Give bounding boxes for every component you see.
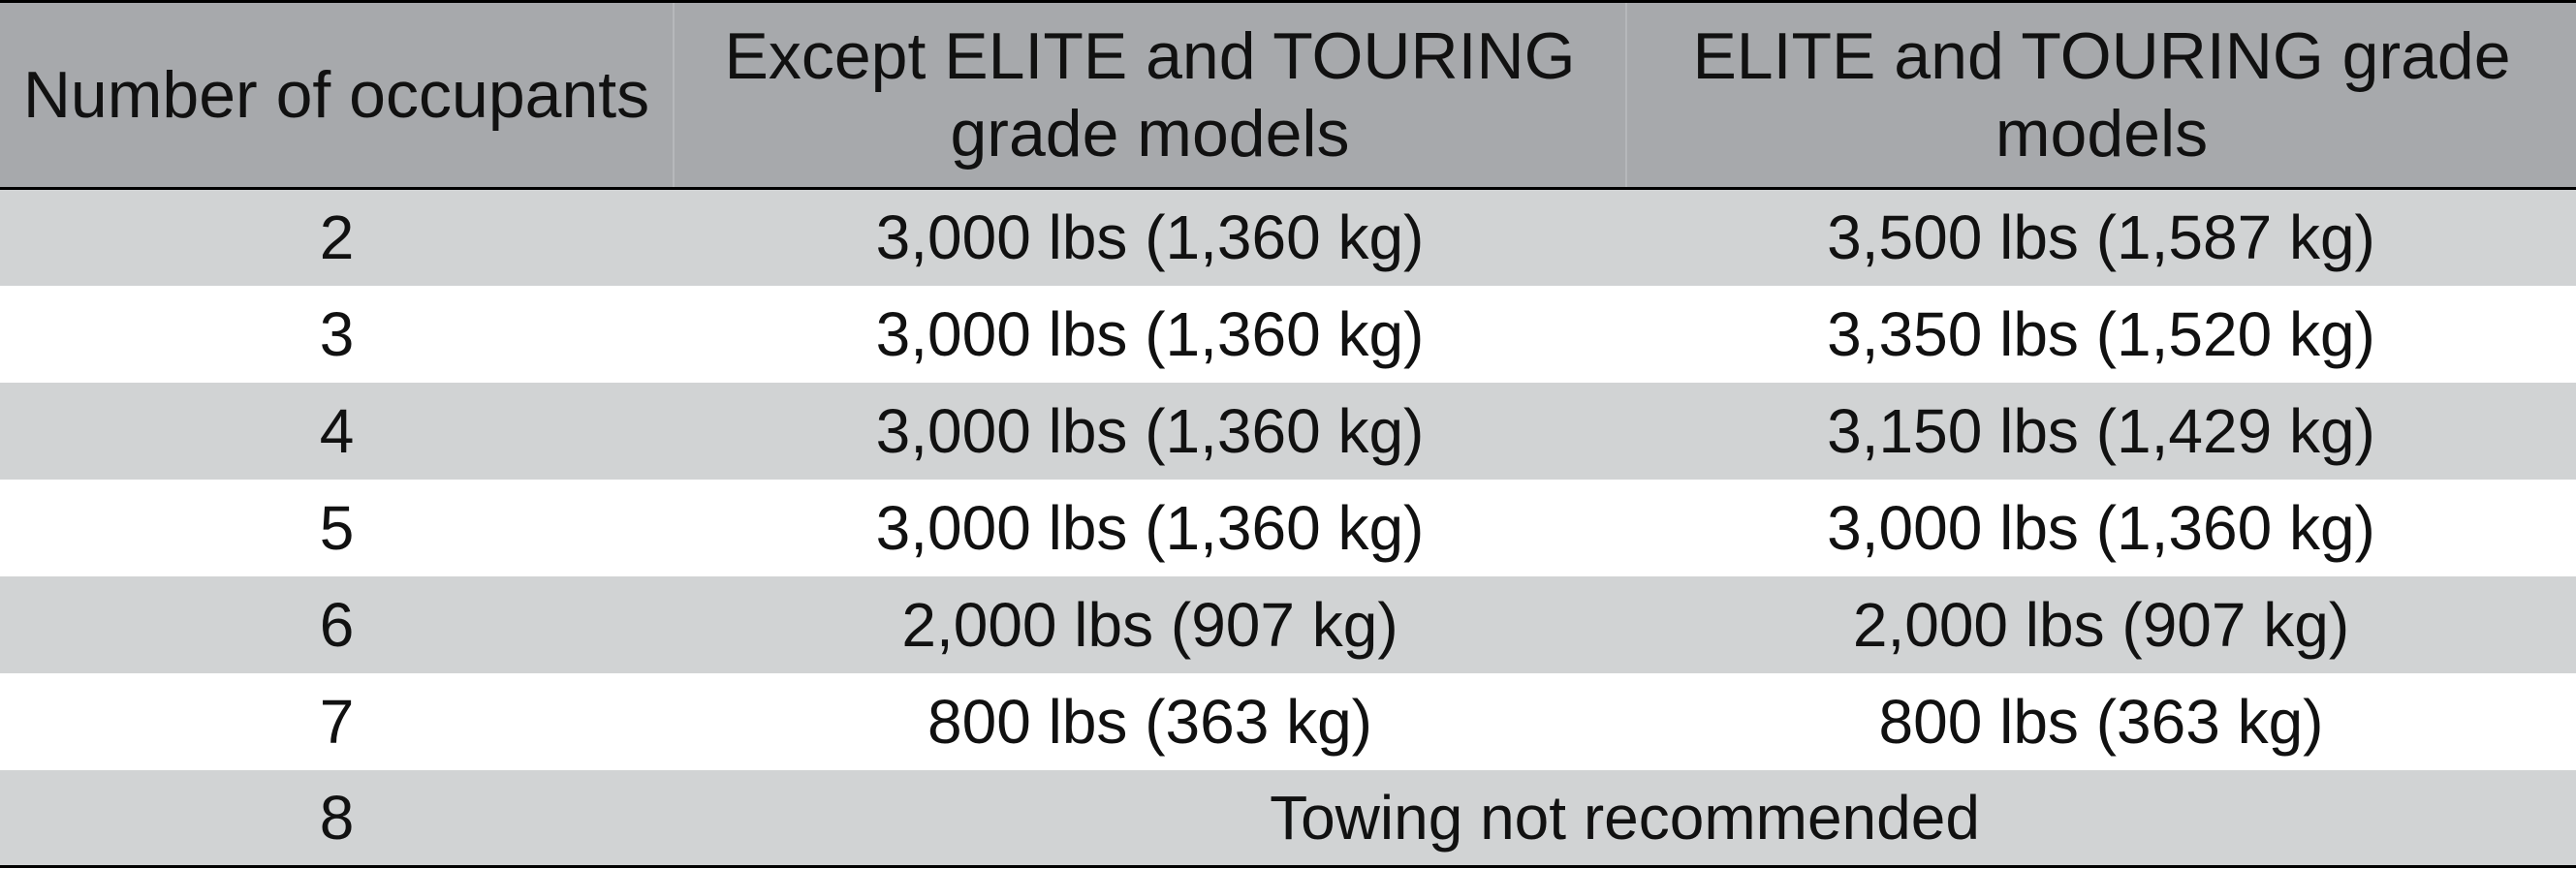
table-header: Number of occupants Except ELITE and TOUR… xyxy=(0,1,2576,189)
table-row: 8 Towing not recommended xyxy=(0,769,2576,867)
occupants-cell: 2 xyxy=(319,202,355,273)
capacity-cell: 2,000 lbs (907 kg) xyxy=(901,589,1398,660)
table-row: 6 2,000 lbs (907 kg) 2,000 lbs (907 kg) xyxy=(0,575,2576,673)
table-row: 7 800 lbs (363 kg) 800 lbs (363 kg) xyxy=(0,673,2576,770)
table-row: 4 3,000 lbs (1,360 kg) 3,150 lbs (1,429 kg… xyxy=(0,382,2576,480)
table-row: 2 3,000 lbs (1,360 kg) 3,500 lbs (1,587 kg… xyxy=(0,188,2576,286)
capacity-cell: 800 lbs (363 kg) xyxy=(1878,686,2324,757)
column-header: ELITE and TOURING grade models xyxy=(1625,1,2576,189)
occupants-cell: 4 xyxy=(319,395,355,466)
capacity-cell: 3,150 lbs (1,429 kg) xyxy=(1827,395,2375,466)
capacity-cell: 3,500 lbs (1,587 kg) xyxy=(1827,202,2375,273)
table-row: 5 3,000 lbs (1,360 kg) 3,000 lbs (1,360 kg… xyxy=(0,480,2576,576)
occupants-cell: 8 xyxy=(319,782,355,853)
table-body: 2 3,000 lbs (1,360 kg) 3,500 lbs (1,587 kg… xyxy=(0,188,2576,867)
capacity-cell: Towing not recommended xyxy=(1270,782,1980,853)
column-header: Number of occupants xyxy=(22,58,650,132)
column-header: Except ELITE and TOURING grade models xyxy=(673,1,1626,189)
capacity-cell: 3,000 lbs (1,360 kg) xyxy=(875,298,1425,369)
capacity-cell: 3,350 lbs (1,520 kg) xyxy=(1827,298,2375,369)
header-row: Number of occupants Except ELITE and TOUR… xyxy=(0,1,2576,189)
table-row: 3 3,000 lbs (1,360 kg) 3,350 lbs (1,520 kg… xyxy=(0,286,2576,383)
capacity-cell: 3,000 lbs (1,360 kg) xyxy=(875,202,1425,273)
capacity-cell: 2,000 lbs (907 kg) xyxy=(1852,589,2350,660)
occupants-cell: 3 xyxy=(319,298,355,369)
occupants-cell: 5 xyxy=(319,492,355,563)
capacity-cell: 3,000 lbs (1,360 kg) xyxy=(1827,492,2375,563)
occupants-cell: 7 xyxy=(319,686,355,757)
capacity-cell: 3,000 lbs (1,360 kg) xyxy=(875,395,1425,466)
capacity-cell: 3,000 lbs (1,360 kg) xyxy=(875,492,1425,563)
capacity-cell: 800 lbs (363 kg) xyxy=(927,686,1372,757)
occupants-cell: 6 xyxy=(319,589,355,660)
